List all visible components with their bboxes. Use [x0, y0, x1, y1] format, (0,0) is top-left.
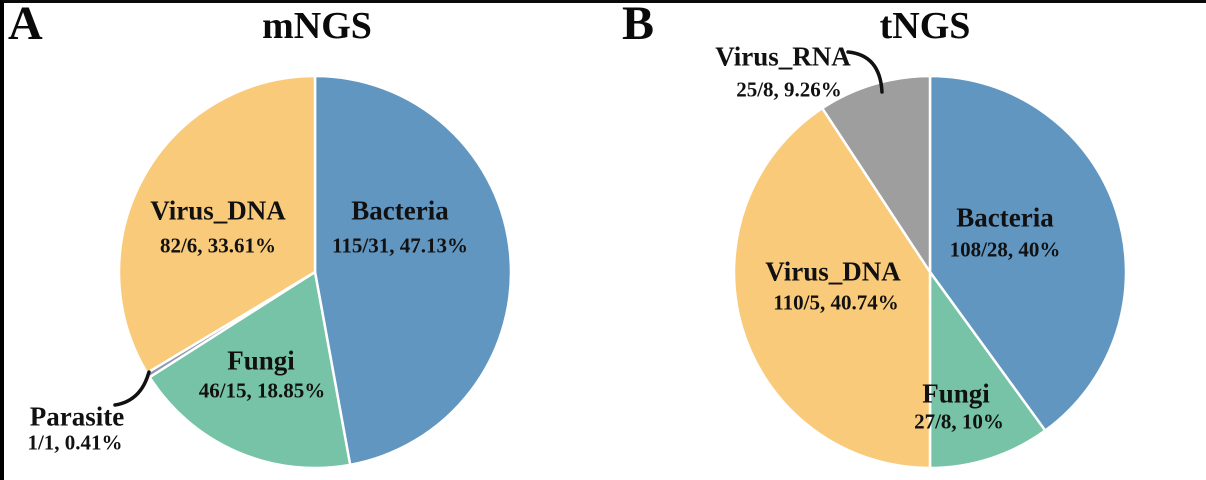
- slice-value-fungi-b: 27/8, 10%: [914, 409, 1004, 434]
- pie-chart-tngs: [732, 50, 1128, 470]
- slice-value-virus-rna-b: 25/8, 9.26%: [736, 77, 842, 102]
- slice-label-bacteria-a: Bacteria: [351, 195, 449, 226]
- pie-slice-bacteria: [928, 74, 1128, 432]
- slice-value-virus-dna-b: 110/5, 40.74%: [773, 290, 899, 315]
- panel-letter-b: B: [622, 0, 655, 50]
- slice-label-virus-dna-b: Virus_DNA: [765, 256, 901, 287]
- panel-letter-a: A: [8, 0, 43, 50]
- slice-value-bacteria-a: 115/31, 47.13%: [332, 233, 468, 258]
- pie-slice-bacteria: [313, 74, 513, 467]
- pie-slice-fungi: [148, 270, 352, 470]
- parasite-leader-line: [113, 370, 151, 407]
- virus-rna-leader-line: [846, 50, 884, 94]
- slice-value-virus-dna-a: 82/6, 33.61%: [159, 233, 277, 258]
- chart-title-mngs: mNGS: [262, 5, 372, 47]
- slice-value-bacteria-b: 108/28, 40%: [949, 237, 1061, 262]
- slice-label-parasite-a: Parasite: [29, 401, 125, 432]
- slice-label-virus-rna-b: Virus_RNA: [715, 41, 851, 72]
- pie-slice-virus-dna: [117, 74, 317, 375]
- slice-label-virus-dna-a: Virus_DNA: [150, 195, 286, 226]
- slice-value-fungi-a: 46/15, 18.85%: [198, 378, 326, 403]
- slice-label-bacteria-b: Bacteria: [956, 202, 1054, 233]
- chart-title-tngs: tNGS: [879, 5, 971, 47]
- pie-slice-virus-rna: [821, 74, 932, 274]
- slice-label-fungi-b: Fungi: [922, 378, 990, 409]
- slice-label-fungi-a: Fungi: [227, 345, 295, 376]
- pie-chart-mngs: [113, 74, 513, 470]
- pie-slice-fungi: [928, 270, 1047, 470]
- slice-value-parasite-a: 1/1, 0.41%: [27, 430, 123, 455]
